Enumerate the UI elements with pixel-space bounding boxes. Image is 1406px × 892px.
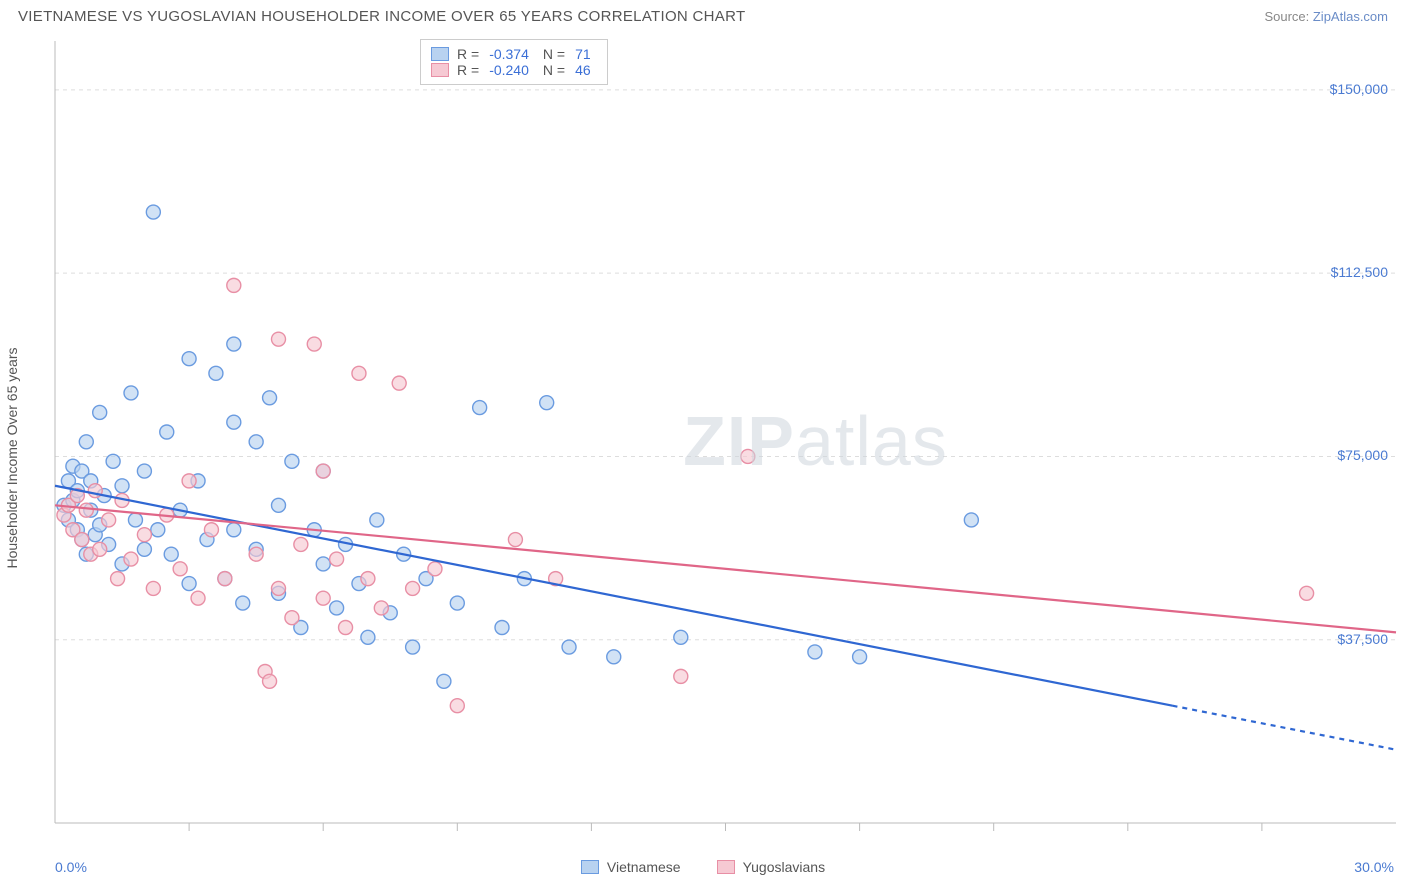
r-value: -0.240 — [489, 62, 529, 78]
legend-label: Yugoslavians — [743, 859, 826, 875]
n-value: 46 — [575, 62, 591, 78]
stats-legend: R = -0.374 N = 71 R = -0.240 N = 46 — [420, 39, 608, 85]
y-axis-label: Householder Income Over 65 years — [4, 348, 20, 569]
n-value: 71 — [575, 46, 591, 62]
x-axis-min-label: 0.0% — [55, 859, 87, 875]
legend-swatch — [431, 47, 449, 61]
y-tick-label: $75,000 — [1337, 447, 1388, 463]
x-axis-max-label: 30.0% — [1354, 859, 1394, 875]
y-tick-label: $112,500 — [1331, 264, 1388, 280]
source-prefix: Source: — [1264, 9, 1312, 24]
legend-item: Vietnamese — [581, 859, 681, 875]
r-value: -0.374 — [489, 46, 529, 62]
source-link[interactable]: ZipAtlas.com — [1313, 9, 1388, 24]
legend-item: Yugoslavians — [717, 859, 826, 875]
series-legend: Vietnamese Yugoslavians — [0, 859, 1406, 875]
y-tick-label: $150,000 — [1330, 81, 1388, 97]
legend-label: Vietnamese — [607, 859, 681, 875]
stats-legend-row: R = -0.374 N = 71 — [431, 46, 597, 62]
source-attribution: Source: ZipAtlas.com — [1264, 9, 1388, 24]
y-tick-label: $37,500 — [1337, 631, 1388, 647]
n-label: N = — [543, 62, 565, 78]
r-label: R = — [457, 62, 479, 78]
stats-legend-row: R = -0.240 N = 46 — [431, 62, 597, 78]
n-label: N = — [543, 46, 565, 62]
legend-swatch — [431, 63, 449, 77]
chart-area: Householder Income Over 65 years ZIPatla… — [0, 31, 1406, 885]
legend-swatch — [581, 860, 599, 874]
scatter-plot — [0, 31, 1406, 885]
legend-swatch — [717, 860, 735, 874]
r-label: R = — [457, 46, 479, 62]
chart-title: VIETNAMESE VS YUGOSLAVIAN HOUSEHOLDER IN… — [18, 8, 745, 25]
